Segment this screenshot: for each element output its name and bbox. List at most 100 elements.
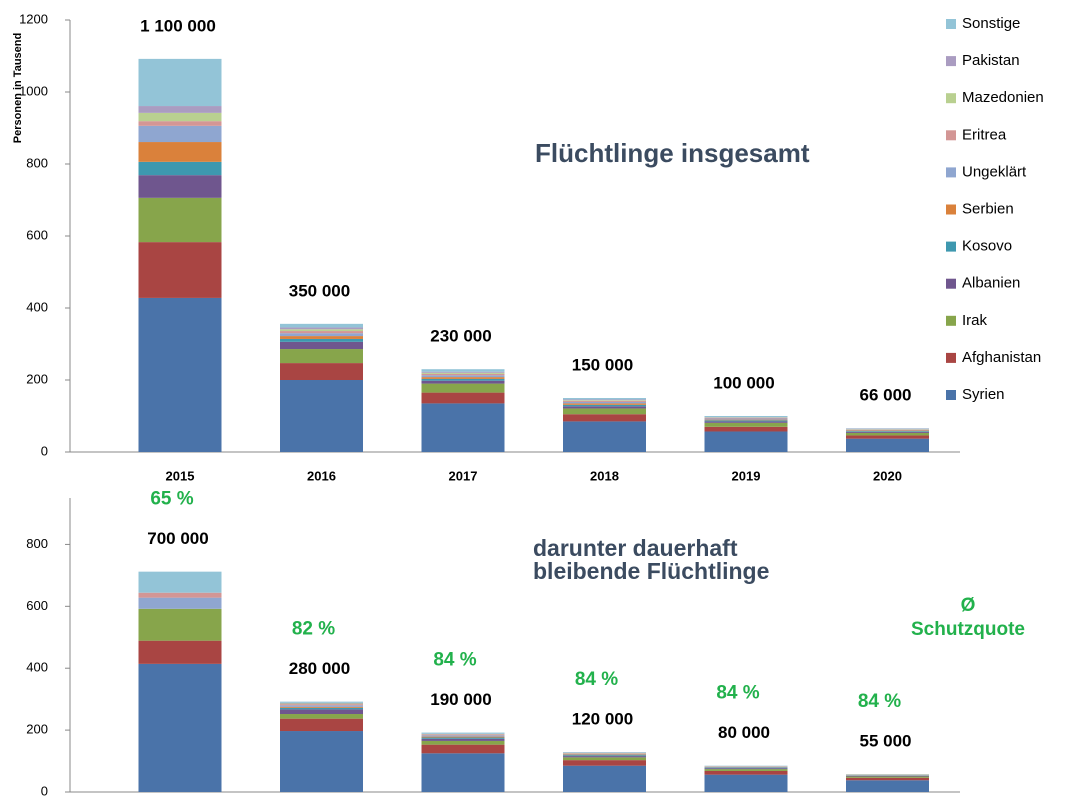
chart-title: Flüchtlinge insgesamt	[535, 138, 810, 168]
bar-segment	[704, 420, 788, 422]
bar-segment	[421, 738, 505, 741]
total-label: 150 000	[572, 355, 633, 374]
bar-segment	[563, 765, 646, 792]
bar-segment	[280, 701, 363, 703]
y-tick-label: 400	[26, 299, 48, 314]
bar-segment	[563, 401, 646, 404]
bar-segment	[421, 377, 505, 379]
chart-title: darunter dauerhaft	[533, 535, 738, 561]
bar-segment	[704, 419, 788, 421]
legend-label: Eritrea	[962, 126, 1007, 143]
bar-segment	[563, 753, 646, 755]
bar-segment	[421, 736, 505, 738]
y-axis-label: Personen in Tausend	[12, 33, 24, 143]
bar-segment	[421, 372, 505, 374]
bar-segment	[563, 754, 646, 756]
x-tick-label: 2016	[307, 468, 336, 483]
bar-segment	[138, 161, 222, 176]
bar-segment	[421, 371, 505, 373]
legend-swatch	[946, 204, 956, 215]
bar-segment	[280, 705, 363, 707]
x-tick-label: 2015	[166, 468, 195, 483]
legend-swatch	[946, 278, 956, 289]
bar-segment	[563, 403, 646, 405]
legend-swatch	[946, 241, 956, 252]
bar-segment	[421, 380, 505, 384]
bar-segment	[704, 769, 788, 771]
rate-label: 82 %	[292, 619, 335, 640]
bar-segment	[421, 737, 505, 739]
bar-segment	[280, 703, 363, 705]
total-label: 55 000	[860, 732, 912, 751]
bar-segment	[280, 707, 363, 710]
legend-swatch	[946, 167, 956, 178]
y-tick-label: 0	[41, 443, 48, 458]
rate-label: 84 %	[858, 691, 901, 712]
bar-segment	[846, 430, 929, 432]
bar-segment	[138, 125, 222, 143]
legend-label: Mazedonien	[962, 89, 1044, 106]
total-label: 190 000	[430, 690, 491, 709]
y-tick-label: 1000	[19, 83, 48, 98]
bar-segment	[421, 732, 505, 734]
y-tick-label: 0	[41, 783, 48, 796]
total-label: 120 000	[572, 710, 633, 729]
bar-segment	[704, 431, 788, 452]
bar-segment	[846, 429, 929, 431]
bar-segment	[138, 175, 222, 198]
legend-label: Pakistan	[962, 52, 1020, 69]
bar-segment	[563, 400, 646, 402]
bar-segment	[280, 709, 363, 715]
bar-segment	[563, 752, 646, 753]
bar-segment	[704, 770, 788, 775]
bar-segment	[138, 640, 222, 664]
bar-segment	[280, 706, 363, 708]
legend-swatch	[946, 93, 956, 104]
legend-label: Ungeklärt	[962, 163, 1027, 180]
bar-segment	[280, 331, 363, 334]
bar-segment	[421, 744, 505, 754]
bar-segment	[138, 592, 222, 598]
legend-label: Syrien	[962, 386, 1005, 403]
bar-segment	[563, 421, 646, 452]
bar-segment	[280, 349, 363, 364]
y-tick-label: 600	[26, 227, 48, 242]
y-tick-label: 400	[26, 660, 48, 675]
bar-segment	[563, 406, 646, 409]
x-tick-label: 2018	[590, 468, 619, 483]
bar-segment	[280, 341, 363, 350]
bar-segment	[421, 403, 505, 452]
rate-label: 84 %	[433, 650, 476, 671]
bar-segment	[138, 58, 222, 107]
legend-swatch	[946, 130, 956, 141]
y-tick-label: 200	[26, 371, 48, 386]
bar-segment	[138, 106, 222, 113]
bar-segment	[563, 757, 646, 761]
bar-segment	[563, 408, 646, 415]
bar-segment	[704, 416, 788, 418]
bar-segment	[846, 776, 929, 778]
bar-segment	[704, 421, 788, 423]
bar-segment	[563, 398, 646, 400]
rate-label: 84 %	[575, 669, 618, 690]
bar-segment	[280, 333, 363, 337]
bar-segment	[280, 323, 363, 328]
bar-segment	[846, 775, 929, 777]
y-tick-label: 200	[26, 722, 48, 737]
bar-segment	[138, 197, 222, 243]
total-label: 280 000	[289, 659, 350, 678]
legend-label: Kosovo	[962, 238, 1012, 255]
bar-segment	[704, 422, 788, 427]
bar-segment	[138, 142, 222, 162]
bar-segment	[280, 336, 363, 339]
bar-segment	[280, 718, 363, 732]
bar-segment	[704, 418, 788, 420]
total-label: 230 000	[430, 327, 491, 346]
legend-label: Irak	[962, 312, 988, 329]
y-tick-label: 600	[26, 598, 48, 613]
y-tick-label: 800	[26, 536, 48, 551]
bar-segment	[138, 297, 222, 452]
total-label: 100 000	[713, 373, 774, 392]
bar-segment	[280, 704, 363, 706]
x-tick-label: 2020	[873, 468, 902, 483]
